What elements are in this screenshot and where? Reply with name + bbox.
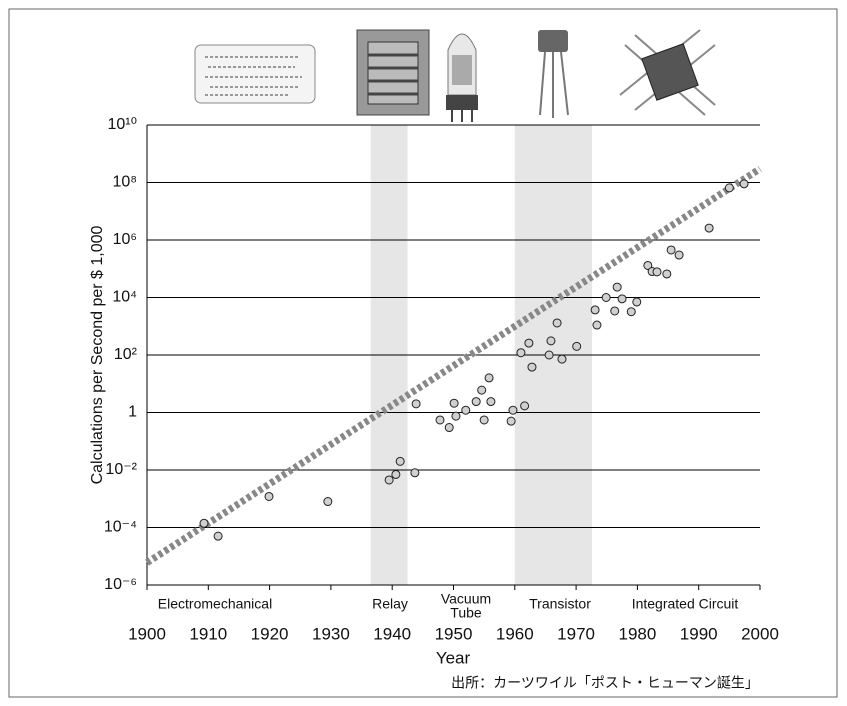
- x-tick-label: 1940: [373, 624, 411, 643]
- data-point: [558, 355, 566, 363]
- data-point: [525, 339, 533, 347]
- data-point: [611, 307, 619, 315]
- data-point: [675, 251, 683, 259]
- data-point: [545, 351, 553, 359]
- data-point: [602, 294, 610, 302]
- relay-icon: [357, 30, 429, 115]
- y-tick-label: 10⁸: [112, 174, 137, 191]
- y-tick-label: 10⁻²: [105, 461, 137, 478]
- data-point: [472, 398, 480, 406]
- data-point: [445, 424, 453, 432]
- x-tick-label: 1910: [189, 624, 227, 643]
- data-point: [412, 400, 420, 408]
- data-point: [214, 532, 222, 540]
- x-tick-label: 1970: [557, 624, 595, 643]
- era-label: Relay: [372, 596, 408, 612]
- chart: 10⁻⁶ 10⁻⁴ 10⁻² 1 10² 10⁴ 10⁶ 10⁸ 10¹⁰ 1900 1910 192…: [0, 0, 847, 706]
- y-tick-label: 10⁶: [113, 231, 137, 248]
- data-point: [667, 246, 675, 254]
- data-point: [478, 386, 486, 394]
- transistor-icon: [538, 30, 568, 118]
- x-tick-label: 1900: [128, 624, 166, 643]
- data-point: [613, 283, 621, 291]
- y-tick-label: 10⁴: [112, 289, 137, 306]
- x-tick-label: 1920: [251, 624, 289, 643]
- x-tick-label: 1930: [312, 624, 350, 643]
- data-point: [573, 342, 581, 350]
- data-point: [509, 406, 517, 414]
- data-point: [725, 184, 733, 192]
- x-tick-label: 1980: [618, 624, 656, 643]
- data-point: [324, 498, 332, 506]
- era-label: Tube: [450, 605, 482, 621]
- x-tick-label: 1960: [496, 624, 534, 643]
- plot: 10⁻⁶ 10⁻⁴ 10⁻² 1 10² 10⁴ 10⁶ 10⁸ 10¹⁰ 1900 1910 192…: [104, 116, 779, 643]
- vacuum-tube-icon: [446, 34, 478, 122]
- data-point: [553, 319, 561, 327]
- data-point: [411, 469, 419, 477]
- y-axis-label: Calculations per Second per $ 1,000: [89, 225, 106, 484]
- data-point: [450, 399, 458, 407]
- data-point: [591, 306, 599, 314]
- data-point: [200, 519, 208, 527]
- y-tick-label: 10⁻⁴: [104, 519, 137, 536]
- data-point: [385, 476, 393, 484]
- data-point: [436, 416, 444, 424]
- data-point: [485, 374, 493, 382]
- data-point: [265, 492, 273, 500]
- data-point: [618, 295, 626, 303]
- era-label: Transistor: [529, 596, 591, 612]
- era-label: Integrated Circuit: [632, 596, 739, 612]
- y-tick-label: 10¹⁰: [107, 116, 137, 133]
- data-point: [507, 417, 515, 425]
- source-note: 出所：カーツワイル「ポスト・ヒューマン誕生」: [451, 675, 759, 691]
- data-point: [396, 457, 404, 465]
- data-point: [653, 268, 661, 276]
- data-point: [487, 398, 495, 406]
- data-point: [517, 349, 525, 357]
- page: 10⁻⁶ 10⁻⁴ 10⁻² 1 10² 10⁴ 10⁶ 10⁸ 10¹⁰ 1900 1910 192…: [0, 0, 847, 706]
- punch-card-icon: [195, 45, 315, 103]
- x-tick-label: 2000: [741, 624, 779, 643]
- data-point: [528, 363, 536, 371]
- x-axis-label: Year: [436, 648, 471, 667]
- x-tick-label: 1990: [680, 624, 718, 643]
- data-point: [740, 180, 748, 188]
- data-point: [462, 406, 470, 414]
- y-tick-label: 1: [128, 404, 137, 421]
- data-point: [480, 416, 488, 424]
- data-point: [452, 412, 460, 420]
- trend-line: [147, 169, 760, 563]
- y-tick-label: 10⁻⁶: [104, 576, 137, 593]
- data-point: [663, 270, 671, 278]
- data-point: [392, 470, 400, 478]
- chip-icon: [620, 30, 715, 115]
- data-point: [593, 321, 601, 329]
- x-tick-label: 1950: [435, 624, 473, 643]
- data-point: [627, 308, 635, 316]
- y-tick-label: 10²: [114, 346, 138, 363]
- data-point: [705, 224, 713, 232]
- data-point: [547, 337, 555, 345]
- data-point: [633, 298, 641, 306]
- data-point: [521, 402, 529, 410]
- era-label: Electromechanical: [158, 596, 272, 612]
